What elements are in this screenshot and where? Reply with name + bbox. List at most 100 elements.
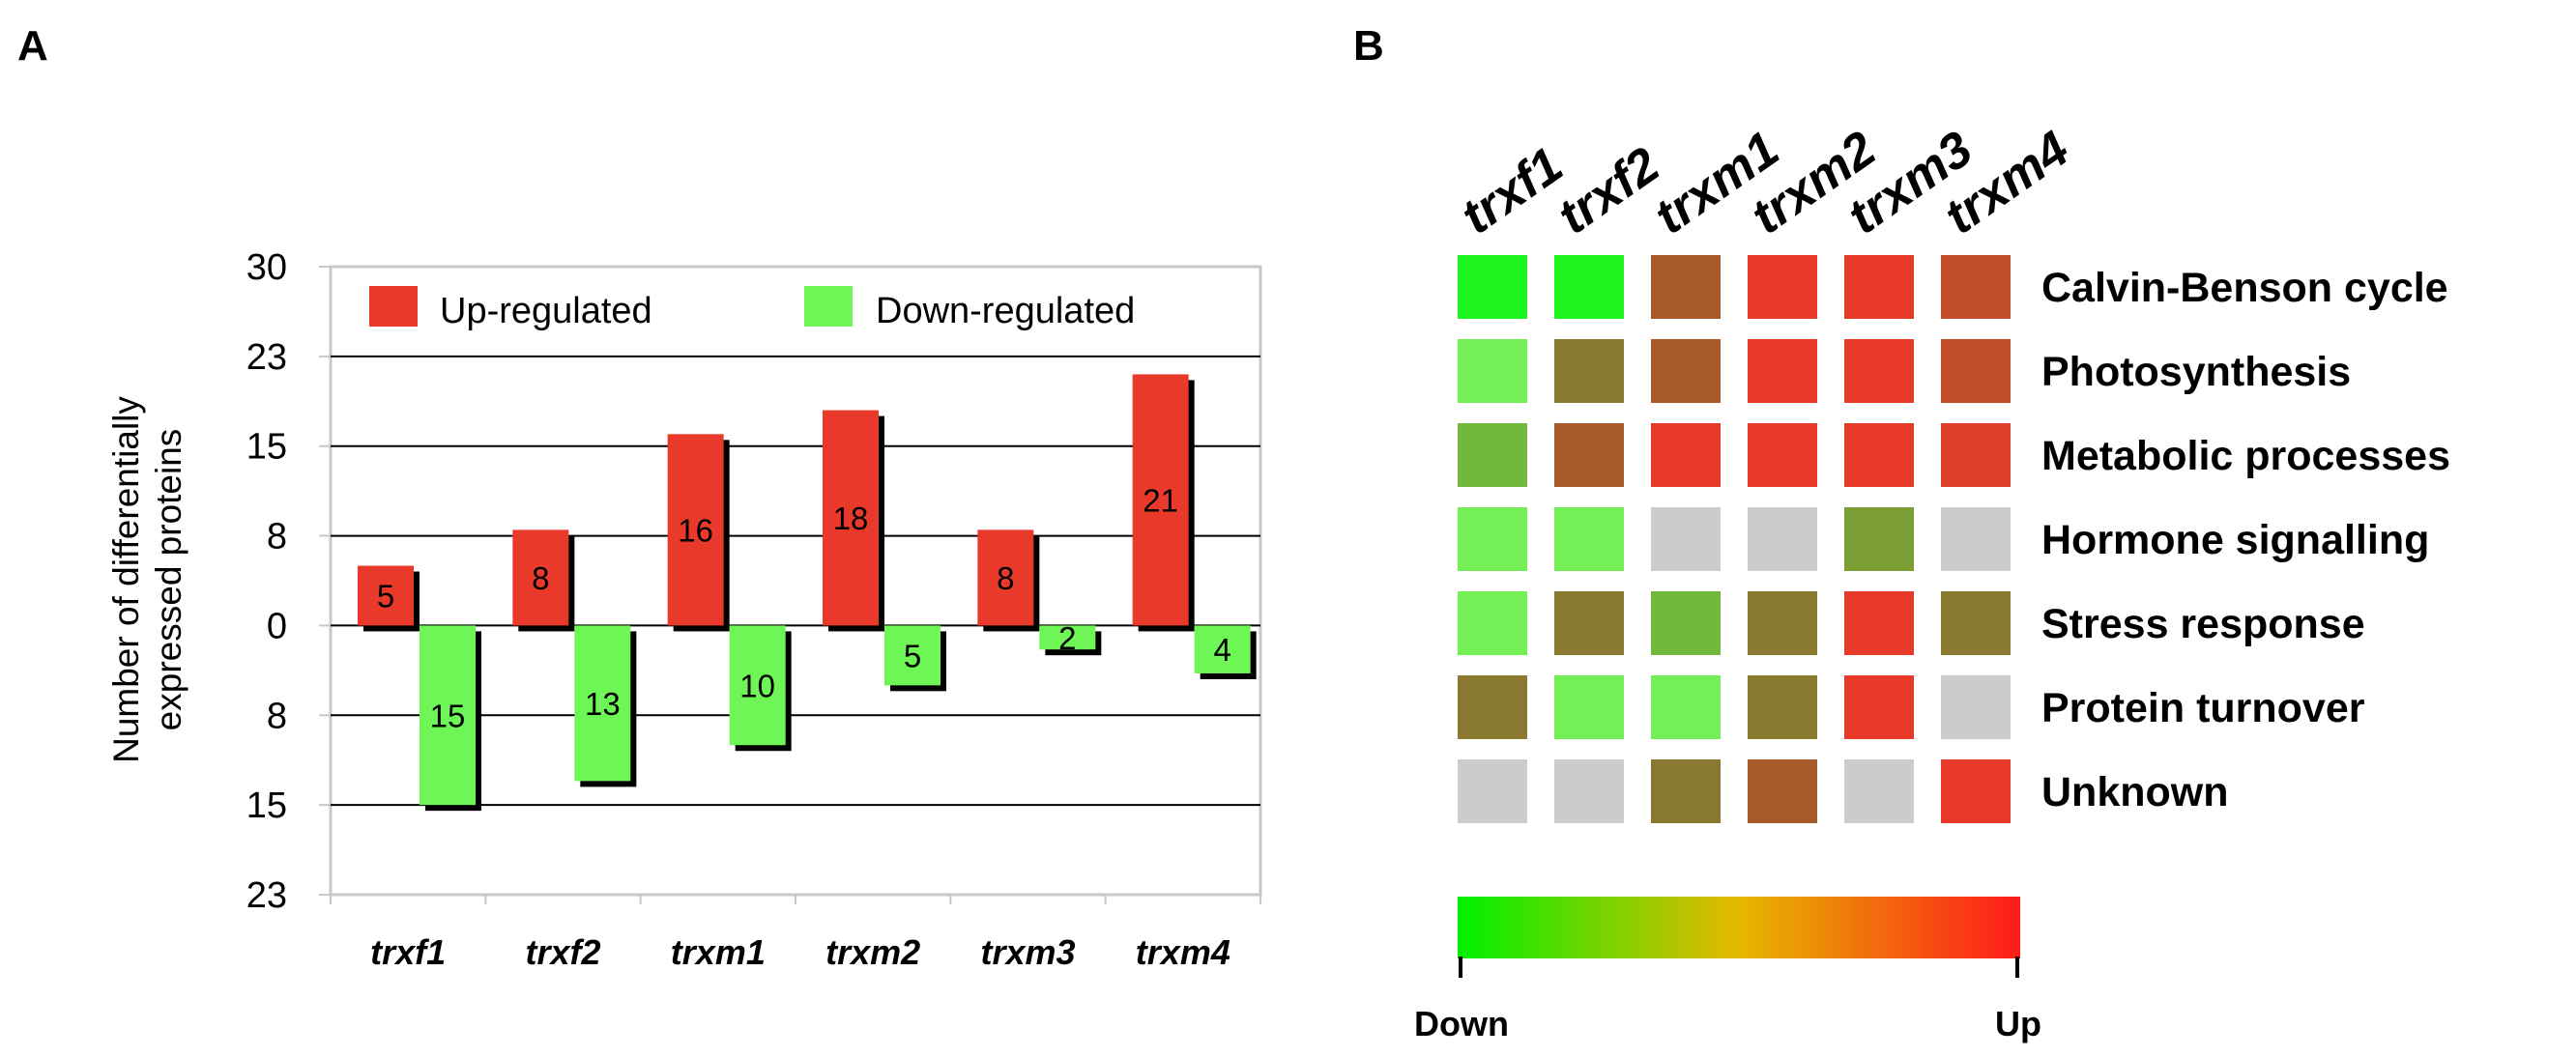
- legend: Up-regulated Down-regulated: [369, 286, 1135, 331]
- bar-down-trxm1: [729, 625, 786, 746]
- heatmap-cell: [1748, 759, 1817, 823]
- scale-tick-high: [2015, 957, 2019, 978]
- data-label-down: 5: [904, 638, 921, 673]
- x-tick-label: trxm1: [671, 932, 766, 972]
- data-label-up: 8: [997, 560, 1014, 596]
- heatmap-cell: [1458, 759, 1527, 823]
- scale-label-down: Down: [1414, 1004, 1509, 1043]
- data-label-down: 4: [1213, 632, 1230, 668]
- heatmap-cell: [1748, 591, 1817, 655]
- data-label-up: 21: [1143, 482, 1178, 518]
- heatmap-cell: [1844, 255, 1914, 319]
- scale-label-up: Up: [1995, 1004, 2041, 1043]
- bar-down-trxf1: [420, 625, 476, 806]
- heatmap-cell: [1554, 675, 1624, 739]
- x-tick-label: trxf1: [370, 932, 446, 972]
- bar-up-trxm2: [823, 410, 879, 626]
- heatmap-row-label: Stress response: [2041, 601, 2365, 647]
- heatmap-cell: [1458, 339, 1527, 403]
- heatmap-cell: [1748, 423, 1817, 487]
- heatmap-cell: [1651, 423, 1721, 487]
- heatmap-cell: [1554, 591, 1624, 655]
- x-tick-label: trxm3: [980, 932, 1075, 972]
- bar-down-trxm4: [1194, 625, 1251, 673]
- bar-up-trxm1: [667, 434, 724, 626]
- heatmap-cell: [1748, 675, 1817, 739]
- legend-swatch-down: [804, 286, 853, 327]
- bars: 5 15 8 13 16 10 18 5 8 2 21 4: [358, 374, 1257, 812]
- y-tick-label: 8: [267, 517, 287, 557]
- gridlines: [331, 355, 1260, 807]
- heatmap-row-label: Calvin-Benson cycle: [2041, 265, 2448, 311]
- x-axis-labels: trxf1 trxf2 trxm1 trxm2 trxm3 trxm4: [330, 895, 1261, 972]
- bar-up-trxm3: [977, 529, 1034, 626]
- heatmap-cell: [1651, 507, 1721, 571]
- heatmap-cell: [1844, 759, 1914, 823]
- heatmap-row-label: Protein turnover: [2041, 685, 2365, 731]
- heatmap-column-label: trxf2: [1548, 137, 1670, 245]
- heatmap-cell: [1554, 507, 1624, 571]
- heatmap-cell: [1941, 339, 2011, 403]
- legend-swatch-up: [369, 286, 418, 327]
- heatmap-cell: [1651, 339, 1721, 403]
- color-scale-bar: [1458, 897, 2020, 958]
- data-label-down: 2: [1058, 620, 1076, 656]
- heatmap-cell: [1941, 255, 2011, 319]
- heatmap-cell: [1651, 591, 1721, 655]
- heatmap-cell: [1651, 759, 1721, 823]
- data-label-up: 8: [532, 560, 549, 596]
- y-axis-label-line1: Number of differentially: [106, 396, 146, 763]
- heatmap-cell: [1844, 591, 1914, 655]
- heatmap-cell: [1748, 339, 1817, 403]
- y-tick-label: 15: [246, 427, 287, 468]
- y-tick-label: 30: [246, 247, 287, 288]
- x-tick-label: trxm4: [1136, 932, 1230, 972]
- y-tick-label: 8: [267, 696, 287, 736]
- heatmap-cells: [1458, 255, 2011, 823]
- heatmap-cell: [1458, 507, 1527, 571]
- heatmap-cell: [1554, 759, 1624, 823]
- y-axis-ticks: 30 23 15 8 0 8 15 23: [246, 247, 331, 916]
- heatmap-cell: [1941, 759, 2011, 823]
- bar-down-trxf2: [574, 625, 631, 782]
- heatmap-row-label: Unknown: [2041, 769, 2228, 815]
- legend-label-down: Down-regulated: [876, 291, 1135, 331]
- scale-tick-low: [1459, 957, 1462, 978]
- heatmap-cell: [1941, 423, 2011, 487]
- heatmap-cell: [1458, 255, 1527, 319]
- heatmap-row-label: Photosynthesis: [2041, 349, 2351, 395]
- heatmap-cell: [1651, 675, 1721, 739]
- x-tick-label: trxm2: [825, 932, 920, 972]
- y-tick-label: 15: [246, 786, 287, 826]
- heatmap-cell: [1748, 255, 1817, 319]
- bar-down-trxm2: [884, 625, 941, 686]
- data-label-up: 16: [678, 512, 713, 548]
- heatmap-cell: [1458, 675, 1527, 739]
- heatmap-cell: [1458, 423, 1527, 487]
- heatmap-row-label: Hormone signalling: [2041, 517, 2429, 563]
- heatmap-cell: [1554, 339, 1624, 403]
- bar-up-trxf2: [512, 529, 569, 626]
- y-tick-label: 23: [246, 337, 287, 378]
- heatmap-cell: [1844, 675, 1914, 739]
- heatmap-cell: [1844, 423, 1914, 487]
- data-label-down: 15: [430, 698, 466, 733]
- heatmap-cell: [1748, 507, 1817, 571]
- bar-up-trxf1: [358, 565, 414, 626]
- heatmap-cell: [1941, 507, 2011, 571]
- bar-down-trxm3: [1039, 625, 1096, 650]
- data-label-down: 13: [585, 686, 621, 722]
- heatmap-cell: [1941, 591, 2011, 655]
- data-label-up: 5: [377, 578, 394, 614]
- x-tick-label: trxf2: [525, 932, 600, 972]
- heatmap-cell: [1844, 507, 1914, 571]
- y-tick-label: 0: [267, 606, 287, 646]
- heatmap-cell: [1554, 423, 1624, 487]
- heatmap-column-label: trxf1: [1452, 137, 1574, 245]
- heatmap-cell: [1844, 339, 1914, 403]
- heatmap-cell: [1941, 675, 2011, 739]
- data-label-down: 10: [739, 668, 775, 703]
